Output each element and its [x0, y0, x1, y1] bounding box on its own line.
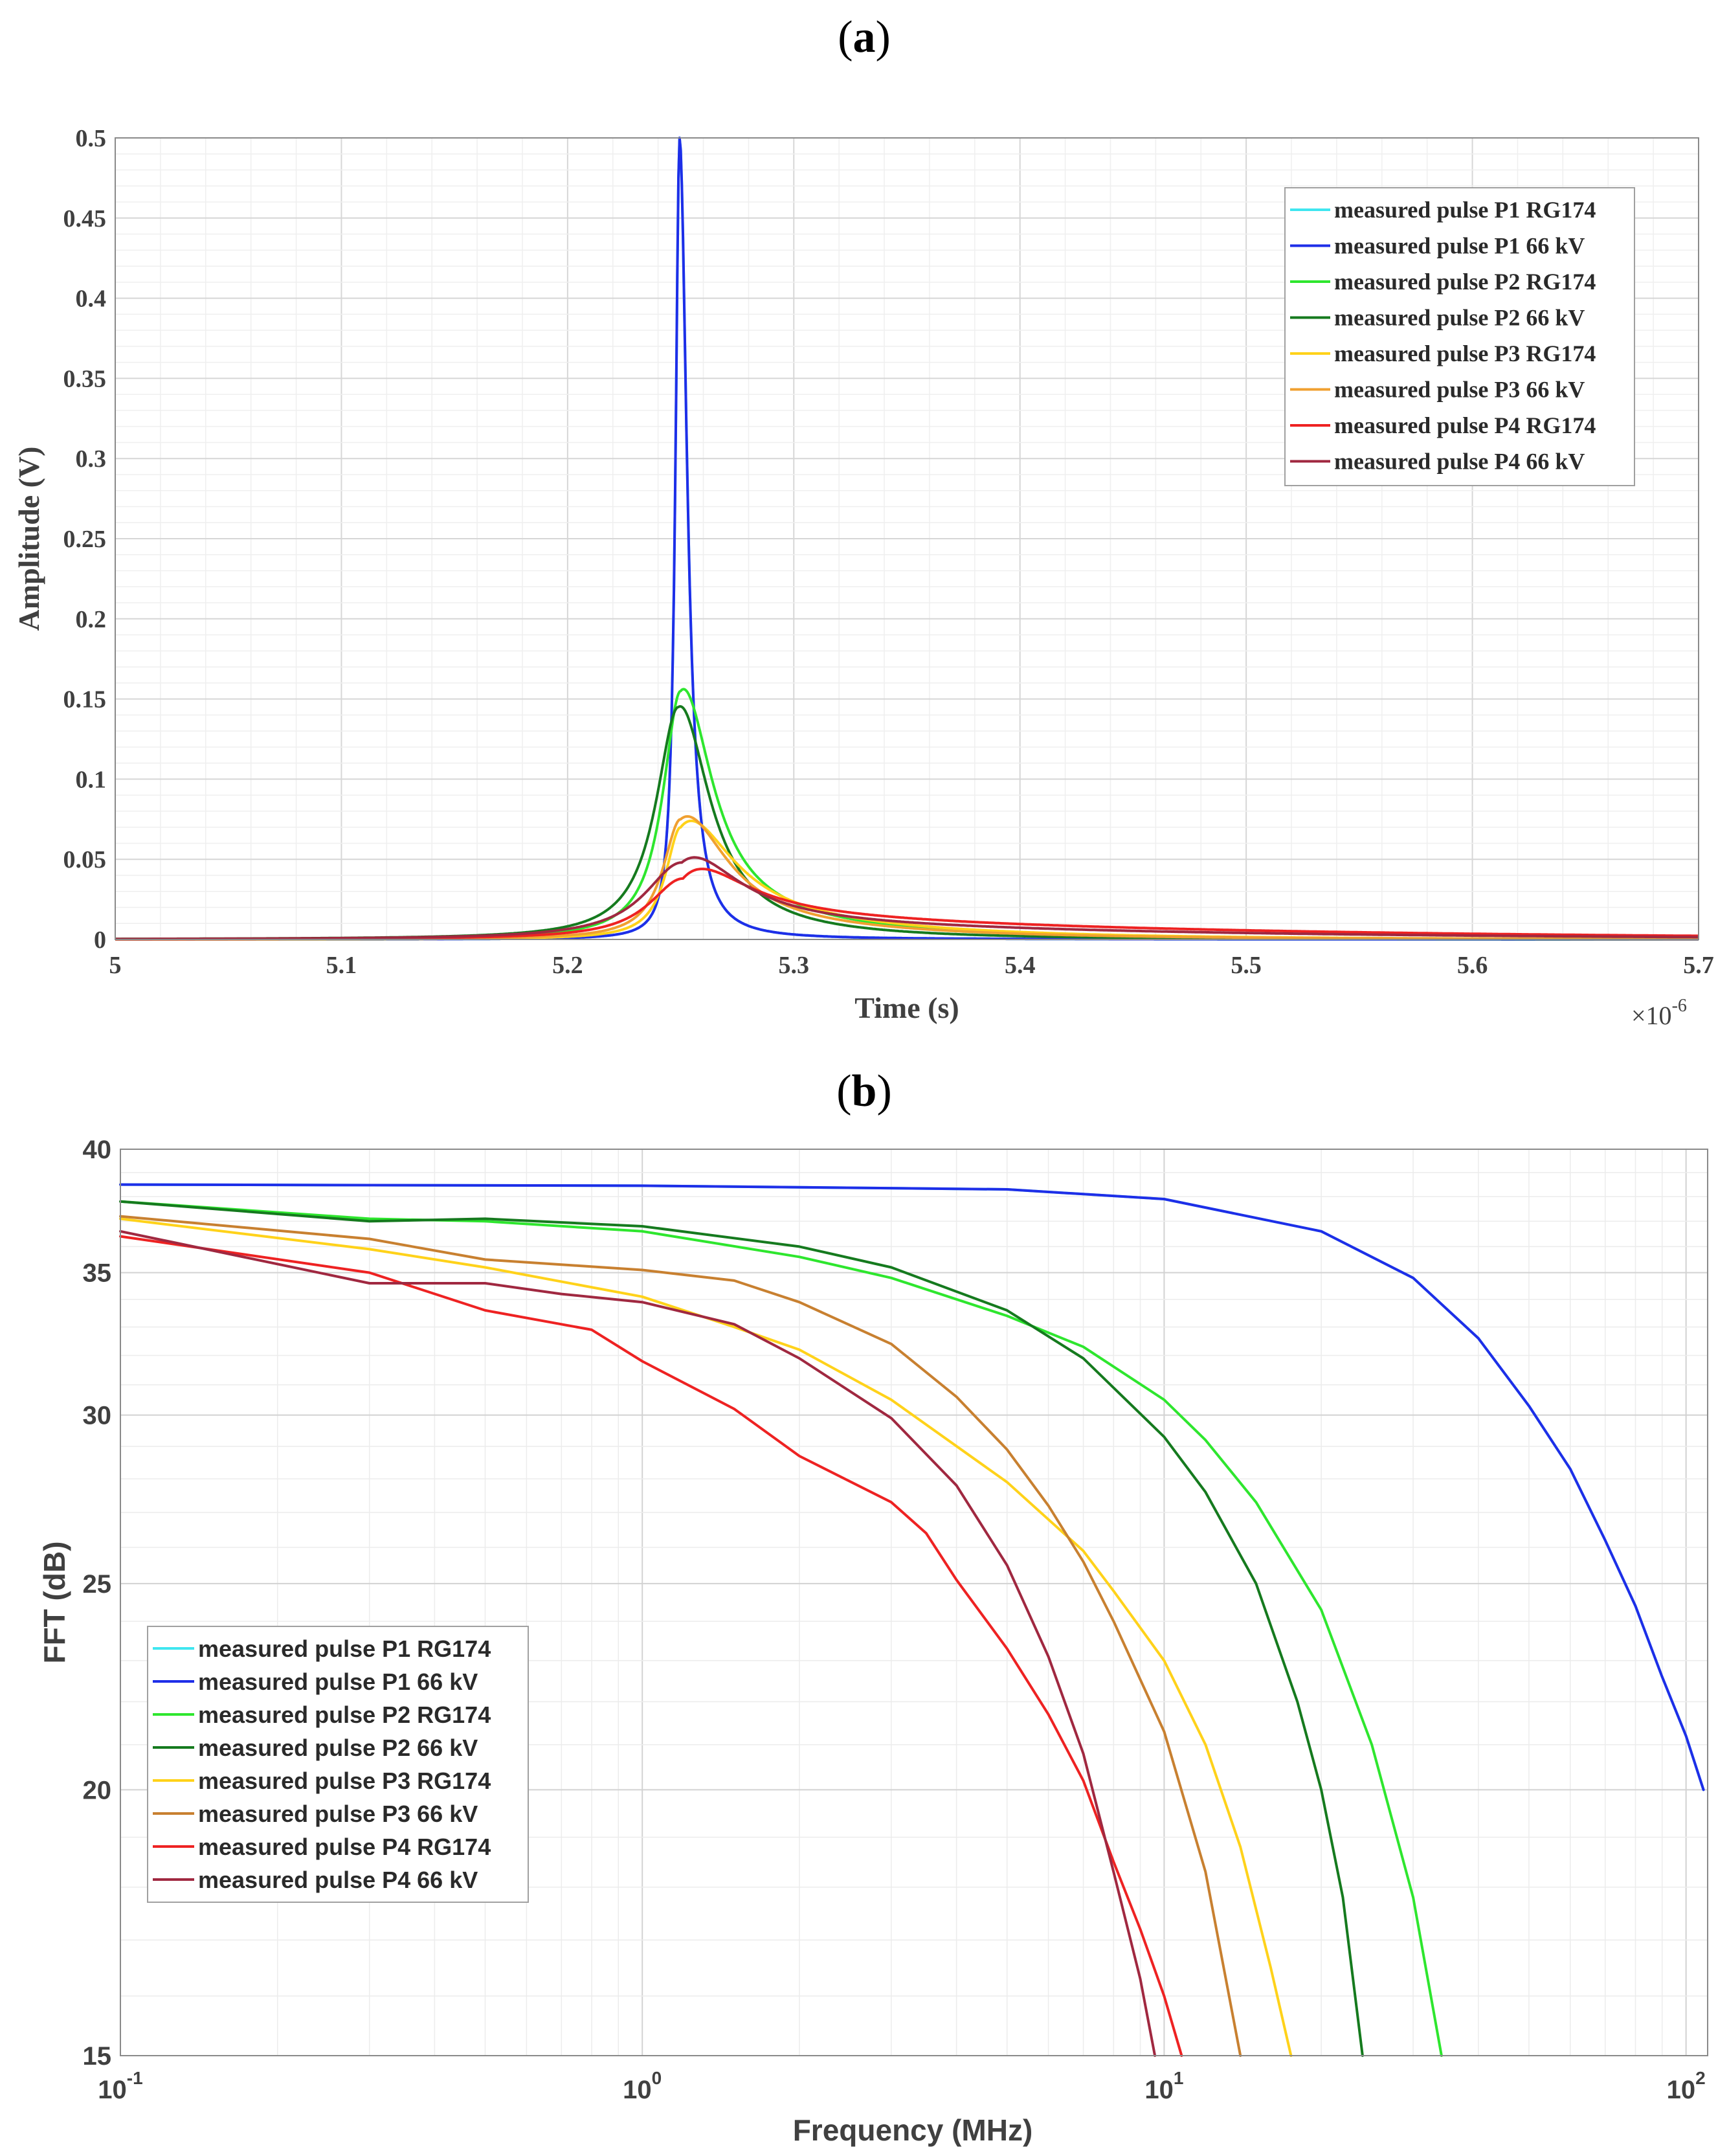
chart-b-ytick-label: 40 [83, 1136, 112, 1164]
chart-a-legend-label: measured pulse P1 66 kV [1334, 233, 1585, 259]
chart-b-legend-label: measured pulse P1 66 kV [198, 1668, 478, 1695]
chart-b-legend-label: measured pulse P4 RG174 [198, 1834, 491, 1860]
chart-b-xtick-label: 10-1 [98, 2068, 142, 2104]
chart-a-xlabel: Time (s) [854, 991, 959, 1024]
chart-a-legend-label: measured pulse P1 RG174 [1334, 197, 1596, 223]
chart-a-xtick-label: 5 [109, 952, 122, 979]
chart-a-x-multiplier: ×10-6 [1631, 996, 1687, 1030]
chart-a-frame [115, 137, 1699, 940]
chart-b-ticks: 10-1 100 101 102 15 20 25 30 35 40 [83, 1136, 1706, 2104]
chart-a-ytick-label: 0.3 [76, 445, 107, 473]
chart-b-series-line-7 [119, 1235, 1183, 2057]
chart-b-legend-label: measured pulse P3 66 kV [198, 1801, 478, 1827]
chart-a-ytick-label: 0.5 [76, 125, 107, 152]
chart-b-series-line-3 [119, 1200, 1443, 2057]
chart-b-xtick-label: 102 [1667, 2068, 1706, 2104]
chart-b: 10-1 100 101 102 15 20 25 30 35 40 Frequency (MHz… [38, 1136, 1708, 2147]
chart-a-legend-label: measured pulse P4 66 kV [1334, 449, 1585, 475]
chart-b-legend-box [147, 1626, 529, 1903]
chart-b-series [119, 1183, 1705, 2057]
chart-a-xtick-label: 5.5 [1231, 952, 1262, 979]
chart-a-ytick-label: 0.1 [76, 766, 107, 793]
chart-a: 5 5.1 5.2 5.3 5.4 5.5 5.6 5.7 0 0.05 0.1 0.15 0.2 0.2… [12, 125, 1714, 1030]
chart-a-ticks: 5 5.1 5.2 5.3 5.4 5.5 5.6 5.7 0 0.05 0.1 0.15 0.2 0.2… [63, 125, 1714, 979]
chart-b-ytick-label: 25 [83, 1570, 112, 1599]
chart-a-xtick-label: 5.1 [326, 952, 357, 979]
chart-b-ytick-label: 15 [83, 2042, 112, 2071]
chart-b-ytick-label: 35 [83, 1259, 112, 1288]
chart-b-legend-label: measured pulse P1 RG174 [198, 1635, 491, 1662]
chart-a-legend-label: measured pulse P3 66 kV [1334, 377, 1585, 403]
chart-b-ytick-label: 30 [83, 1402, 112, 1430]
chart-b-series-line-8 [119, 1230, 1157, 2057]
chart-b-xlabel: Frequency (MHz) [793, 2113, 1033, 2147]
chart-b-legend: measured pulse P1 RG174 measured pulse P1… [147, 1626, 529, 1903]
chart-b-ytick-label: 20 [83, 1776, 112, 1804]
panel-a-label: (a) [838, 12, 891, 62]
panel-b-label: (b) [836, 1066, 892, 1116]
chart-b-legend-label: measured pulse P2 RG174 [198, 1701, 491, 1728]
chart-a-ytick-label: 0.35 [63, 365, 107, 392]
chart-a-xtick-label: 5.2 [552, 952, 583, 979]
chart-a-ytick-label: 0.45 [63, 205, 107, 232]
chart-a-legend: measured pulse P1 RG174 measured pulse P1… [1284, 187, 1635, 486]
chart-b-series-line-5 [119, 1217, 1293, 2057]
chart-a-ytick-label: 0.05 [63, 846, 107, 873]
chart-a-xtick-label: 5.6 [1457, 952, 1488, 979]
chart-a-ytick-label: 0.4 [76, 286, 107, 313]
chart-b-legend-label: measured pulse P4 66 kV [198, 1867, 478, 1893]
chart-b-legend-label: measured pulse P2 66 kV [198, 1735, 478, 1761]
chart-b-frame [120, 1149, 1708, 2056]
chart-a-legend-box [1284, 187, 1635, 486]
chart-b-xtick-label: 101 [1144, 2068, 1183, 2104]
chart-b-xtick-label: 100 [623, 2068, 662, 2104]
chart-a-legend-label: measured pulse P2 RG174 [1334, 269, 1596, 295]
chart-a-ylabel: Amplitude (V) [12, 447, 45, 631]
chart-a-ytick-label: 0.2 [76, 606, 107, 633]
chart-a-xtick-label: 5.7 [1683, 952, 1714, 979]
chart-b-legend-label: measured pulse P3 RG174 [198, 1768, 491, 1794]
chart-a-legend-label: measured pulse P4 RG174 [1334, 412, 1596, 438]
chart-b-ylabel: FFT (dB) [38, 1541, 71, 1663]
chart-a-xtick-label: 5.3 [779, 952, 810, 979]
chart-b-plot-area [120, 1149, 1708, 2056]
chart-a-legend-label: measured pulse P3 RG174 [1334, 341, 1596, 366]
chart-a-ytick-label: 0 [94, 926, 106, 954]
chart-a-legend-label: measured pulse P2 66 kV [1334, 305, 1585, 331]
chart-b-series-line-6 [119, 1215, 1242, 2057]
chart-a-series-line-8 [115, 856, 1699, 941]
chart-a-xtick-label: 5.4 [1005, 952, 1036, 979]
chart-a-ytick-label: 0.15 [63, 686, 107, 713]
chart-a-ytick-label: 0.25 [63, 526, 107, 553]
chart-b-series-line-4 [119, 1200, 1364, 2057]
chart-b-series-line-2 [119, 1183, 1705, 1791]
